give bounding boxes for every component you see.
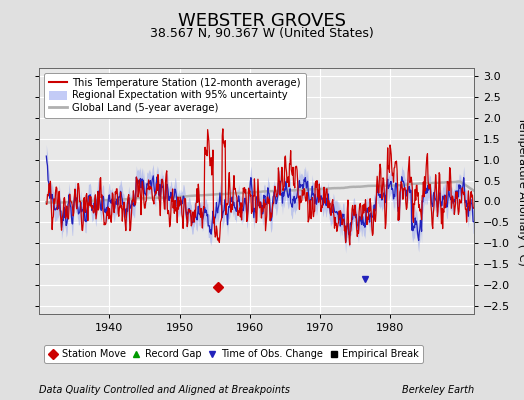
Text: 38.567 N, 90.367 W (United States): 38.567 N, 90.367 W (United States) xyxy=(150,27,374,40)
Text: Data Quality Controlled and Aligned at Breakpoints: Data Quality Controlled and Aligned at B… xyxy=(39,385,290,395)
Legend: Station Move, Record Gap, Time of Obs. Change, Empirical Break: Station Move, Record Gap, Time of Obs. C… xyxy=(44,346,423,363)
Text: Berkeley Earth: Berkeley Earth xyxy=(402,385,474,395)
Y-axis label: Temperature Anomaly (°C): Temperature Anomaly (°C) xyxy=(517,117,524,265)
Text: WEBSTER GROVES: WEBSTER GROVES xyxy=(178,12,346,30)
